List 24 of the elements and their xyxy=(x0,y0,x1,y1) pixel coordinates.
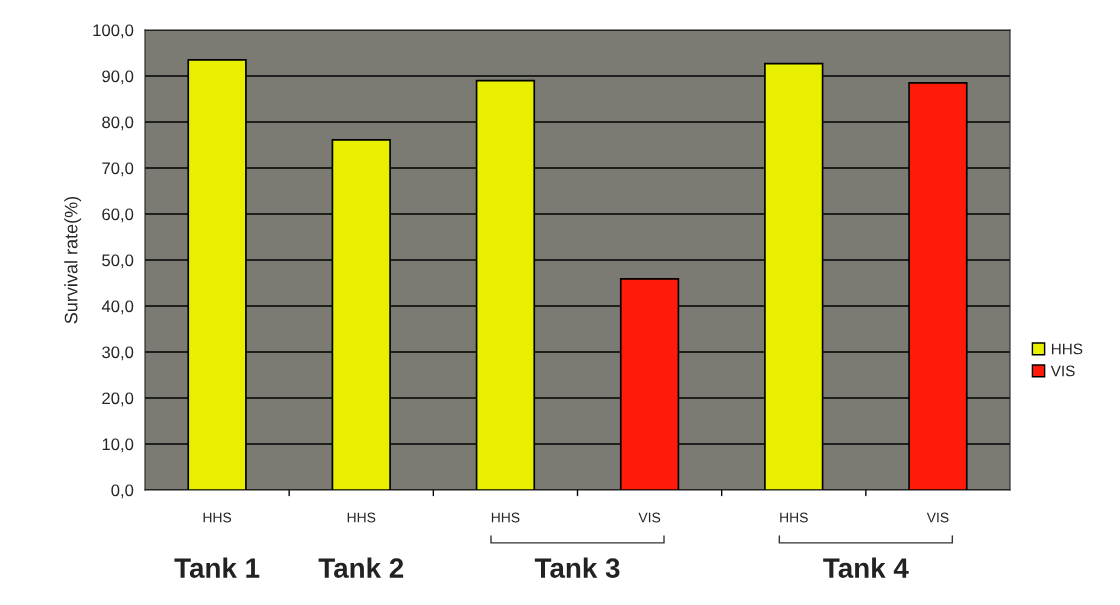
y-tick-label: 10,0 xyxy=(102,438,134,453)
x-tick-label: VIS xyxy=(926,512,949,523)
y-tick-label: 100,0 xyxy=(93,24,134,39)
text: Tank 3 xyxy=(534,557,620,578)
x-tick-label: HHS xyxy=(491,512,520,523)
text: Tank 1 xyxy=(174,557,260,578)
y-tick-label: 20,0 xyxy=(102,392,134,407)
x-tick-label: VIS xyxy=(638,512,661,523)
legend-label: HHS xyxy=(1051,343,1083,355)
y-tick-label: 40,0 xyxy=(101,300,134,315)
y-tick-label: 90,0 xyxy=(102,70,134,85)
y-tick-label: 0,0 xyxy=(111,484,134,499)
y-tick-label: 30,0 xyxy=(102,346,134,361)
text: Tank 4 xyxy=(823,557,909,578)
legend-label: VIS xyxy=(1050,365,1075,377)
y-tick-label: 50,0 xyxy=(102,254,134,269)
x-tick-label: HHS xyxy=(203,512,232,523)
text: Tank 2 xyxy=(318,557,404,578)
y-tick-label: 80,0 xyxy=(102,116,134,131)
x-tick-label: HHS xyxy=(347,512,376,523)
y-tick-label: 60,0 xyxy=(102,208,134,223)
y-tick-label: 70,0 xyxy=(102,162,134,177)
x-tick-label: HHS xyxy=(780,512,808,523)
y-axis-title: Survival rate(%) xyxy=(64,196,82,324)
